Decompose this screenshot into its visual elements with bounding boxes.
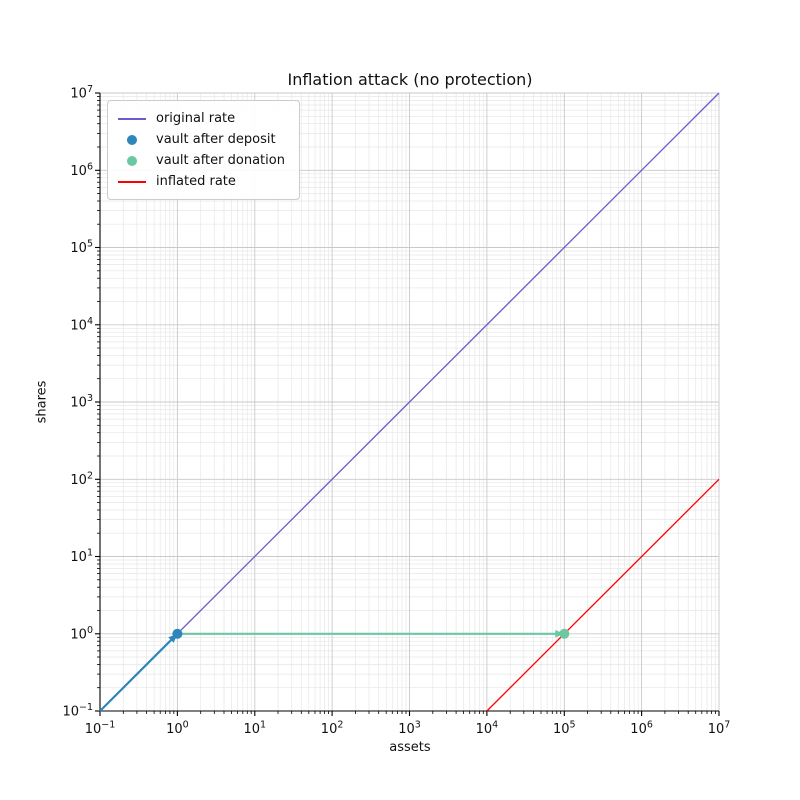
x-axis-label: assets — [389, 740, 431, 755]
y-axis-label: shares — [34, 380, 50, 424]
series-inflated-rate — [486, 478, 720, 712]
chart-title: Inflation attack (no protection) — [287, 70, 533, 89]
legend-line-swatch-icon — [117, 180, 147, 183]
x-tick-label: 105 — [553, 720, 576, 738]
arrow-donation-move — [177, 630, 565, 638]
legend: original rate vault after deposit vault af… — [107, 100, 300, 200]
legend-item-inflated-rate: inflated rate — [117, 171, 285, 192]
y-tick-label: 100 — [70, 625, 93, 643]
legend-label: vault after donation — [156, 153, 285, 168]
swatch-shape — [127, 155, 137, 166]
x-tick-label: 101 — [244, 720, 267, 738]
y-tick-label: 105 — [70, 239, 93, 257]
axis-ticks — [95, 92, 720, 716]
legend-line-swatch-icon — [117, 117, 147, 120]
y-tick-label: 103 — [70, 393, 93, 411]
legend-label: vault after deposit — [156, 132, 276, 147]
x-tick-label: 107 — [708, 720, 731, 738]
legend-dot-swatch-icon — [117, 134, 147, 145]
x-tick-label: 106 — [630, 720, 653, 738]
x-tick-label: 102 — [321, 720, 344, 738]
y-tick-label: 101 — [70, 548, 93, 566]
legend-item-original-rate: original rate — [117, 108, 285, 129]
legend-label: original rate — [156, 111, 236, 126]
legend-item-vault-after-deposit: vault after deposit — [117, 129, 285, 150]
series-vault-after-deposit — [172, 628, 183, 639]
y-tick-label: 104 — [70, 316, 93, 334]
series-vault-after-donation — [559, 628, 570, 639]
x-tick-label: 103 — [398, 720, 421, 738]
legend-item-vault-after-donation: vault after donation — [117, 150, 285, 171]
x-tick-label: 104 — [476, 720, 499, 738]
x-tick-label: 10−1 — [85, 720, 116, 738]
x-tick-label: 100 — [166, 720, 189, 738]
legend-label: inflated rate — [156, 174, 236, 189]
y-tick-label: 102 — [70, 470, 93, 488]
y-tick-label: 10−1 — [62, 702, 93, 720]
y-tick-label: 107 — [70, 84, 93, 102]
swatch-shape — [118, 117, 146, 120]
swatch-shape — [127, 134, 137, 145]
y-tick-label: 106 — [70, 161, 93, 179]
swatch-shape — [118, 180, 146, 183]
legend-dot-swatch-icon — [117, 155, 147, 166]
series-original-rate — [99, 92, 720, 712]
